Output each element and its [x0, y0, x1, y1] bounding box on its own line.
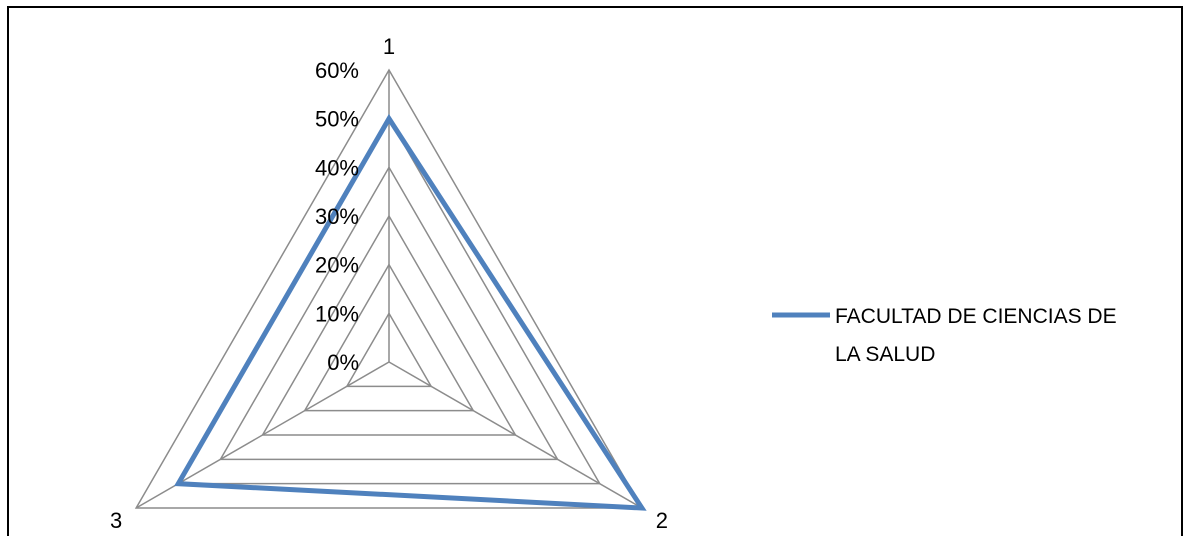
grid-ring	[345, 311, 433, 388]
tick-label: 60%	[315, 58, 359, 83]
tick-label: 10%	[315, 301, 359, 326]
tick-label: 20%	[315, 253, 359, 278]
grid-ring	[261, 214, 517, 436]
axis-layer	[135, 70, 643, 509]
tick-label: 50%	[315, 107, 359, 132]
grid-ring	[219, 165, 559, 461]
grid-ring	[134, 68, 644, 509]
tick-label: 40%	[315, 155, 359, 180]
series-layer	[174, 113, 647, 511]
label-layer: 0% 10% 20% 30% 40% 50% 60% 1 2 3	[110, 34, 668, 533]
legend-label-line-2: LA SALUD	[835, 343, 935, 366]
category-label: 3	[110, 508, 122, 533]
chart-frame	[7, 6, 1183, 536]
legend: FACULTAD DE CIENCIAS DE LA SALUD	[772, 305, 1117, 366]
legend-label-line-1: FACULTAD DE CIENCIAS DE	[835, 305, 1117, 328]
category-label: 2	[656, 508, 668, 533]
axis-spoke	[388, 361, 643, 509]
tick-label: 0%	[327, 350, 359, 375]
category-label: 1	[383, 34, 395, 59]
series-line	[174, 113, 647, 511]
tick-label: 30%	[315, 204, 359, 229]
grid-ring	[303, 263, 475, 412]
